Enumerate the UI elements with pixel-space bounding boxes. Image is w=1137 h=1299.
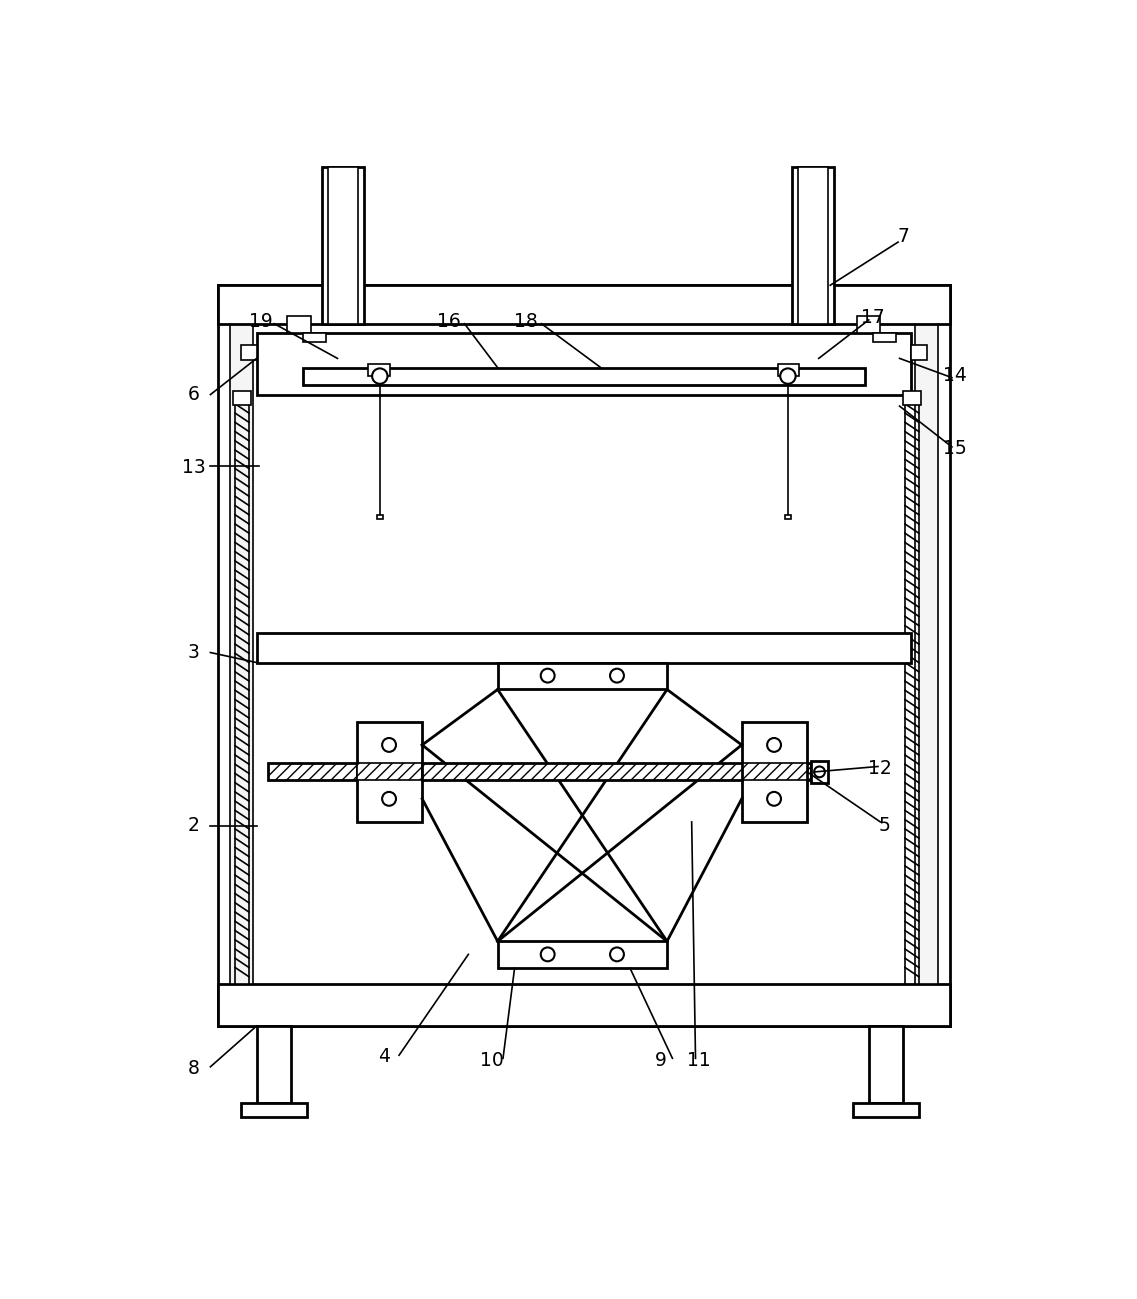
Bar bbox=[357, 722, 422, 822]
Bar bbox=[257, 1026, 291, 1103]
Text: 3: 3 bbox=[188, 643, 199, 662]
Bar bbox=[854, 1103, 919, 1117]
Bar bbox=[872, 333, 896, 342]
Bar bbox=[218, 286, 949, 1026]
Bar bbox=[302, 368, 865, 385]
Bar bbox=[785, 516, 791, 520]
Bar bbox=[302, 333, 326, 342]
Bar bbox=[288, 316, 310, 333]
Bar bbox=[857, 316, 880, 333]
Bar bbox=[329, 168, 358, 323]
Bar bbox=[791, 168, 835, 323]
Circle shape bbox=[382, 792, 396, 805]
Bar bbox=[869, 1026, 904, 1103]
Text: 5: 5 bbox=[878, 816, 890, 835]
Text: 17: 17 bbox=[861, 308, 885, 327]
Bar bbox=[322, 168, 365, 323]
Bar bbox=[903, 391, 921, 404]
Circle shape bbox=[814, 766, 824, 777]
Text: 10: 10 bbox=[480, 1051, 504, 1070]
Bar bbox=[798, 168, 828, 323]
Bar bbox=[230, 296, 252, 983]
Text: 15: 15 bbox=[943, 439, 966, 459]
Text: 11: 11 bbox=[688, 1051, 712, 1070]
Circle shape bbox=[611, 947, 624, 961]
Bar bbox=[811, 761, 828, 783]
Bar bbox=[357, 764, 422, 781]
Bar bbox=[741, 722, 807, 822]
Bar bbox=[911, 344, 927, 360]
Bar bbox=[376, 516, 383, 520]
Text: 6: 6 bbox=[188, 385, 199, 404]
Bar bbox=[233, 391, 251, 404]
Bar bbox=[807, 764, 811, 781]
Text: 16: 16 bbox=[438, 312, 460, 331]
Circle shape bbox=[767, 738, 781, 752]
Bar bbox=[915, 296, 938, 983]
Text: 19: 19 bbox=[249, 312, 273, 331]
Circle shape bbox=[767, 792, 781, 805]
Text: 13: 13 bbox=[182, 459, 206, 477]
Bar bbox=[741, 764, 807, 781]
Bar bbox=[241, 344, 257, 360]
Text: 2: 2 bbox=[188, 816, 199, 835]
Text: 14: 14 bbox=[943, 366, 966, 385]
Text: 7: 7 bbox=[897, 227, 910, 247]
Bar bbox=[257, 333, 911, 395]
Bar bbox=[218, 983, 949, 1026]
Circle shape bbox=[541, 947, 555, 961]
Text: 8: 8 bbox=[188, 1059, 199, 1078]
Text: 4: 4 bbox=[377, 1047, 390, 1066]
Text: 18: 18 bbox=[514, 312, 538, 331]
Bar bbox=[422, 764, 741, 781]
Bar bbox=[368, 364, 390, 377]
Circle shape bbox=[541, 669, 555, 682]
Bar bbox=[257, 634, 911, 662]
Bar bbox=[498, 942, 667, 968]
Bar bbox=[778, 364, 799, 377]
Circle shape bbox=[780, 369, 796, 383]
Bar bbox=[241, 1103, 307, 1117]
Bar bbox=[498, 662, 667, 690]
Circle shape bbox=[611, 669, 624, 682]
Bar bbox=[218, 286, 949, 323]
Text: 9: 9 bbox=[655, 1051, 666, 1070]
Text: 12: 12 bbox=[869, 759, 893, 778]
Circle shape bbox=[382, 738, 396, 752]
Circle shape bbox=[372, 369, 388, 383]
Bar bbox=[268, 764, 357, 781]
